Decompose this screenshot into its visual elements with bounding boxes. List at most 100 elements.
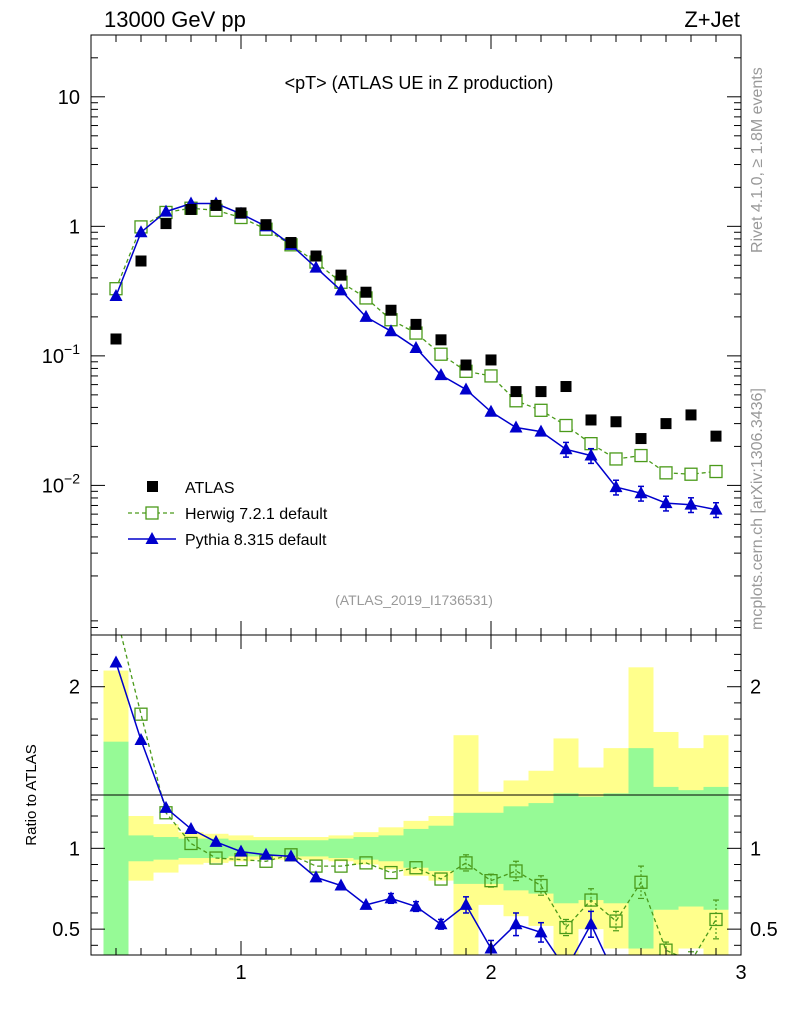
atlas-point [210, 199, 222, 211]
atlas-point [285, 237, 297, 249]
pythia-ratio-point [459, 897, 473, 910]
atlas-point [435, 334, 447, 346]
pythia-point [109, 288, 123, 301]
herwig-ratio-point [659, 943, 673, 955]
atlas-point [385, 304, 397, 316]
pythia-point [509, 420, 523, 433]
inner-band-bin [128, 835, 154, 862]
pythia-point [459, 382, 473, 395]
ratio-y-tick-label-right: 0.5 [750, 919, 778, 941]
pythia-ratio-point [685, 971, 698, 983]
atlas-point [585, 414, 597, 426]
atlas-point [610, 416, 622, 428]
inner-band-bin [628, 748, 654, 949]
x-tick-label: 1 [235, 962, 246, 984]
pythia-point [609, 480, 623, 493]
atlas-point [660, 418, 672, 430]
legend-atlas-marker [147, 481, 158, 492]
inner-band-bin [378, 835, 404, 862]
herwig-point [709, 464, 723, 479]
herwig-ratio-point [359, 856, 373, 870]
pythia-ratio-point [660, 971, 673, 983]
ratio-y-tick-label: 0.5 [52, 919, 80, 941]
pythia-point [659, 496, 673, 509]
atlas-point [485, 354, 497, 366]
inner-band-bin [653, 786, 679, 910]
atlas-point [410, 318, 422, 330]
herwig-point [534, 403, 548, 417]
pythia-ratio-point [710, 971, 723, 983]
atlas-point [310, 250, 322, 262]
x-tick-label: 3 [735, 962, 746, 984]
pythia-line [115, 202, 717, 511]
herwig-ratio-point [459, 856, 473, 870]
pythia-point [559, 442, 573, 455]
ratio-y-tick-label: 2 [69, 677, 80, 699]
atlas-point [710, 430, 722, 442]
pythia-point [534, 424, 548, 437]
atlas-point [535, 386, 547, 398]
herwig-ratio-point [684, 954, 698, 955]
herwig-ratio-point [209, 851, 223, 865]
herwig-ratio-point [384, 865, 398, 880]
analysis-id-label: (ATLAS_2019_I1736531) [335, 592, 493, 608]
herwig-ratio-point [184, 836, 198, 851]
atlas-point [335, 269, 347, 281]
herwig-point [609, 452, 623, 466]
legend-atlas-label: ATLAS [185, 480, 235, 497]
pythia-point [134, 225, 148, 238]
herwig-ratio-point [709, 912, 723, 927]
pythia-point [359, 309, 373, 322]
pythia-point [584, 448, 598, 461]
inner-band-bin [678, 790, 704, 907]
x-tick-label: 2 [485, 962, 496, 984]
inner-band-bin [603, 793, 629, 904]
pythia-point [684, 497, 698, 510]
atlas-point [235, 207, 247, 219]
herwig-ratio-point [609, 914, 623, 928]
pythia-ratio-point [159, 800, 173, 813]
herwig-ratio-point [110, 608, 122, 620]
legend: ATLAS Herwig 7.2.1 default Pythia 8.315 … [128, 480, 328, 549]
atlas-point [635, 433, 647, 445]
herwig-ratio-line [120, 635, 717, 955]
atlas-point [460, 359, 472, 371]
pythia-ratio-point [509, 917, 523, 930]
atlas-point [360, 286, 372, 298]
herwig-ratio-point [434, 872, 448, 886]
energy-label: 13000 GeV pp [104, 7, 246, 32]
herwig-ratio-point [509, 864, 523, 878]
pythia-ratio-point [635, 963, 648, 975]
atlas-point [260, 219, 272, 231]
pythia-ratio-point [134, 733, 148, 746]
atlas-point [685, 409, 697, 421]
inner-band-bin [103, 741, 129, 955]
inner-band-bin [703, 786, 729, 910]
pythia-ratio-point [309, 870, 323, 883]
main-axis-ticks: 10 1 10−1 10−2 [42, 35, 741, 635]
pythia-point [709, 502, 723, 515]
inner-band-bin [528, 803, 554, 894]
y-tick-label: 10−2 [42, 470, 80, 497]
herwig-point [559, 418, 573, 433]
herwig-ratio-point [534, 878, 548, 893]
pythia-point [434, 368, 448, 381]
legend-herwig-marker [145, 506, 159, 520]
inner-band-bin [478, 812, 504, 884]
rivet-version-label: Rivet 4.1.0, ≥ 1.8M events [749, 67, 766, 253]
pythia-ratio-point [584, 917, 598, 930]
pythia-point [484, 404, 498, 417]
atlas-point [160, 218, 172, 230]
legend-pythia-marker [145, 532, 159, 544]
pythia-ratio-point [209, 834, 223, 847]
y-tick-label: 1 [69, 216, 80, 238]
pythia-ratio-point [184, 821, 198, 834]
legend-pythia-label: Pythia 8.315 default [185, 532, 327, 549]
y-tick-label: 10−1 [42, 341, 80, 368]
atlas-point [510, 386, 522, 398]
herwig-point [584, 437, 598, 451]
inner-band-bin [453, 812, 479, 884]
herwig-ratio-point [584, 893, 598, 907]
pythia-ratio-point [234, 844, 248, 857]
